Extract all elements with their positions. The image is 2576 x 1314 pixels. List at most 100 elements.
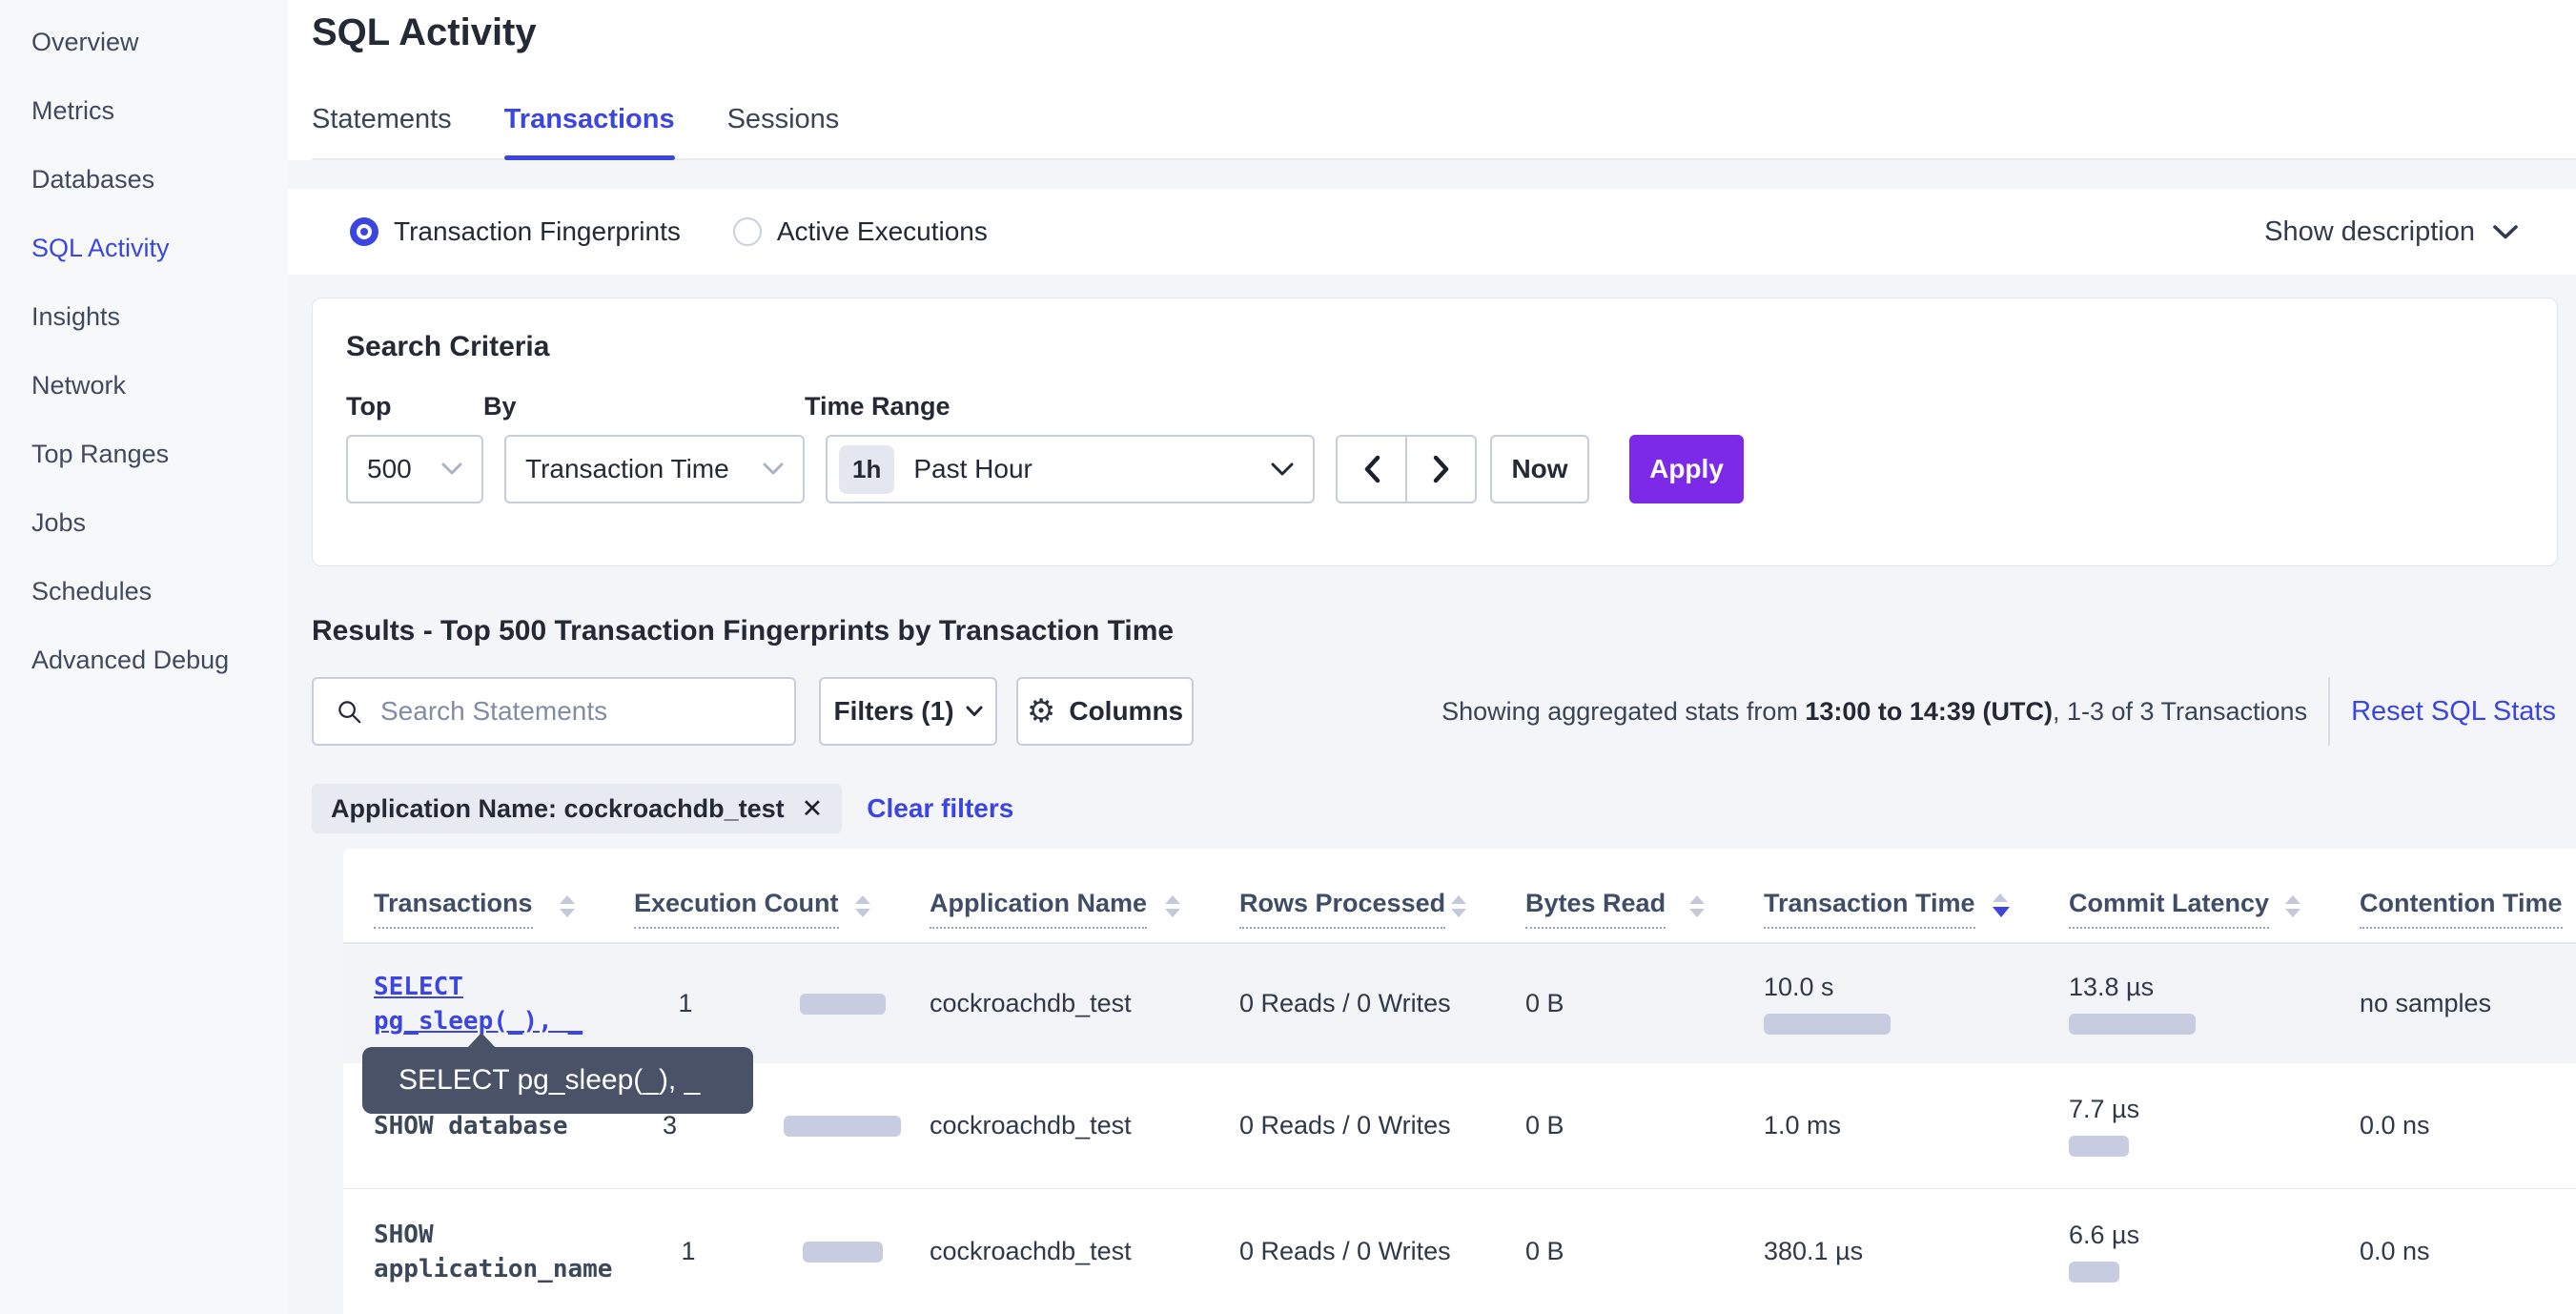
sort-icon (1165, 895, 1180, 917)
execution-count-bar (799, 993, 886, 1015)
sidebar-item-insights[interactable]: Insights (31, 301, 121, 331)
sidebar-item-overview[interactable]: Overview (31, 27, 139, 56)
vertical-divider (2328, 677, 2331, 746)
cell-transaction-time: 380.1 µs (1764, 1237, 1864, 1265)
column-header-transaction-time[interactable]: Transaction Time (1764, 849, 2069, 942)
radio-unselected-icon (732, 217, 762, 246)
cell-transaction-time: 10.0 s (1764, 944, 2069, 1063)
tab-sessions[interactable]: Sessions (726, 104, 840, 134)
sidebar-item-jobs[interactable]: Jobs (31, 507, 87, 537)
cell-contention-time: 0.0 ns (2360, 1111, 2430, 1139)
sidebar-item-databases[interactable]: Databases (31, 164, 155, 194)
transactions-table: Transactions Execution Count Application… (343, 849, 2576, 1314)
filter-chip-label: Application Name: cockroachdb_test (331, 793, 785, 823)
time-range-badge: 1h (839, 444, 895, 494)
sort-icon-active-desc (1993, 893, 2010, 917)
time-range-label: Time Range (805, 392, 951, 421)
column-header-application-name[interactable]: Application Name (930, 849, 1239, 942)
sidebar-item-advanced-debug[interactable]: Advanced Debug (31, 645, 230, 674)
chevron-down-icon (763, 462, 784, 476)
time-range-select[interactable]: 1h Past Hour (826, 435, 1315, 503)
columns-button[interactable]: ⚙ Columns (1016, 677, 1194, 746)
stats-time-range: 13:00 to 14:39 (UTC) (1805, 696, 2053, 726)
cell-rows-processed: 0 Reads / 0 Writes (1239, 1237, 1451, 1265)
cell-rows-processed: 0 Reads / 0 Writes (1239, 989, 1451, 1017)
search-criteria-title: Search Criteria (346, 331, 550, 362)
column-header-execution-count[interactable]: Execution Count (634, 849, 930, 942)
active-filters-row: Application Name: cockroachdb_test ✕ Cle… (312, 784, 1013, 833)
top-field: Top 500 (346, 392, 483, 503)
execution-count-bar (784, 1115, 901, 1137)
results-heading: Results - Top 500 Transaction Fingerprin… (312, 615, 1175, 647)
results-toolbar: Filters (1) ⚙ Columns Showing aggregated… (312, 677, 2556, 746)
sidebar: Overview Metrics Databases SQL Activity … (0, 0, 288, 1314)
cell-rows-processed: 0 Reads / 0 Writes (1239, 1111, 1451, 1139)
sort-icon (1451, 895, 1466, 917)
transaction-fingerprint-link[interactable]: SHOW database (374, 1111, 568, 1140)
now-button[interactable]: Now (1490, 435, 1589, 503)
column-header-transactions[interactable]: Transactions (343, 849, 634, 942)
chevron-right-icon (1433, 455, 1448, 483)
sidebar-item-schedules[interactable]: Schedules (31, 576, 153, 606)
search-criteria-card: Search Criteria Top 500 By Transaction T… (312, 298, 2558, 566)
sidebar-item-sql-activity[interactable]: SQL Activity (31, 233, 170, 262)
top-field-label: Top (346, 392, 392, 421)
sidebar-item-metrics[interactable]: Metrics (31, 95, 114, 125)
cell-application-name: cockroachdb_test (930, 989, 1132, 1017)
time-window-arrows (1336, 435, 1477, 503)
cell-application-name: cockroachdb_test (930, 1111, 1132, 1139)
show-description-label: Show description (2264, 216, 2475, 247)
by-select[interactable]: Transaction Time (504, 435, 805, 503)
radio-transaction-fingerprints[interactable]: Transaction Fingerprints (350, 216, 681, 247)
chevron-down-icon (966, 706, 983, 716)
reset-sql-stats-link[interactable]: Reset SQL Stats (2351, 695, 2556, 727)
search-criteria-controls: Top 500 By Transaction Time Ti (346, 392, 2524, 503)
cell-execution-count: 3 (634, 1063, 930, 1188)
tab-statements[interactable]: Statements (312, 104, 452, 134)
aggregated-stats-text: Showing aggregated stats from 13:00 to 1… (1441, 696, 2308, 726)
clear-filters-link[interactable]: Clear filters (867, 793, 1014, 823)
sidebar-item-top-ranges[interactable]: Top Ranges (31, 439, 170, 468)
transaction-time-bar (1764, 1014, 1891, 1035)
next-window-button[interactable] (1407, 437, 1475, 502)
page-header: SQL Activity Statements Transactions Ses… (288, 0, 2576, 160)
transaction-fingerprint-link[interactable]: SHOW application_name (374, 1220, 613, 1283)
table-row: SHOW application_name 1 cockroachdb_test… (343, 1189, 2576, 1314)
filters-button[interactable]: Filters (1) (819, 677, 997, 746)
cell-commit-latency: 7.7 µs (2069, 1063, 2360, 1188)
apply-button[interactable]: Apply (1629, 435, 1744, 503)
radio-active-executions[interactable]: Active Executions (732, 216, 988, 247)
cell-bytes-read: 0 B (1525, 1237, 1564, 1265)
transaction-fingerprint-link[interactable]: SELECT pg_sleep(_), _ (374, 972, 583, 1036)
by-select-value: Transaction Time (525, 454, 729, 483)
sort-icon (2285, 895, 2300, 917)
time-range-field: Time Range 1h Past Hour (805, 392, 1315, 503)
column-header-commit-latency[interactable]: Commit Latency (2069, 849, 2360, 942)
cell-execution-count: 1 (634, 944, 930, 1063)
show-description-toggle[interactable]: Show description (2264, 216, 2519, 248)
close-icon[interactable]: ✕ (801, 793, 824, 823)
cell-contention-time: 0.0 ns (2360, 1237, 2430, 1265)
sidebar-item-network[interactable]: Network (31, 370, 127, 400)
time-range-value: Past Hour (913, 454, 1032, 483)
commit-latency-bar (2069, 1262, 2119, 1283)
cell-commit-latency: 13.8 µs (2069, 944, 2360, 1063)
sort-icon (855, 895, 870, 917)
tab-transactions[interactable]: Transactions (503, 104, 675, 160)
columns-button-label: Columns (1069, 696, 1184, 726)
column-header-rows-processed[interactable]: Rows Processed (1239, 849, 1525, 942)
search-statements-input[interactable] (378, 695, 777, 728)
column-header-bytes-read[interactable]: Bytes Read (1525, 849, 1764, 942)
view-toggle-strip: Transaction Fingerprints Active Executio… (288, 189, 2576, 275)
toolbar-right: Showing aggregated stats from 13:00 to 1… (1441, 677, 2556, 746)
column-header-contention-time[interactable]: Contention Time (2360, 849, 2576, 942)
cell-bytes-read: 0 B (1525, 989, 1564, 1017)
previous-window-button[interactable] (1338, 437, 1407, 502)
cell-commit-latency: 6.6 µs (2069, 1189, 2360, 1314)
commit-latency-bar (2069, 1136, 2129, 1157)
page-title: SQL Activity (312, 11, 537, 53)
top-select[interactable]: 500 (346, 435, 483, 503)
table-header-row: Transactions Execution Count Application… (343, 849, 2576, 944)
filter-chip-application-name: Application Name: cockroachdb_test ✕ (312, 784, 843, 833)
